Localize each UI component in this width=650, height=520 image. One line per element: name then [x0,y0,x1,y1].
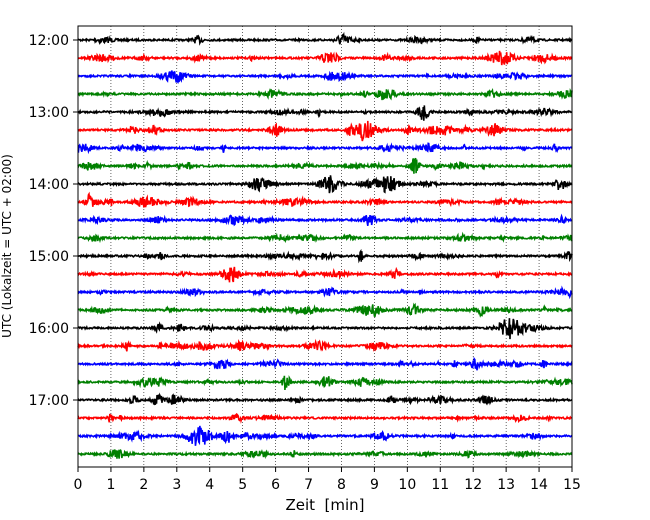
trace-19 [77,375,573,391]
x-tick-label: 10 [398,477,416,493]
seismogram-traces [77,31,573,460]
trace-0 [77,31,573,46]
trace-8 [77,175,573,194]
trace-14 [77,285,573,300]
x-axis-label: Zeit [min] [285,496,364,514]
x-tick-label: 2 [139,477,148,493]
x-tick-label: 14 [530,477,548,493]
x-tick-label: 5 [238,477,247,493]
trace-13 [77,266,573,283]
trace-10 [77,213,573,227]
y-axis: 12:00 13:00 14:00 15:00 16:00 17:00 [29,33,78,409]
trace-23 [77,449,573,460]
y-tick-label: 15:00 [29,249,69,265]
trace-15 [77,302,573,318]
y-tick-label: 17:00 [29,393,69,409]
trace-9 [77,191,573,208]
trace-22 [77,425,573,446]
x-tick-label: 0 [74,477,83,493]
trace-4 [77,105,573,121]
trace-6 [77,142,573,155]
trace-2 [77,70,573,84]
trace-20 [77,392,573,406]
trace-17 [77,338,573,353]
x-tick-label: 4 [205,477,214,493]
y-tick-label: 16:00 [29,321,69,337]
x-tick-label: 8 [337,477,346,493]
trace-7 [77,157,573,174]
plot-frame [77,25,573,468]
x-tick-label: 13 [497,477,515,493]
trace-21 [77,412,573,424]
trace-3 [77,88,573,101]
x-tick-label: 12 [464,477,482,493]
trace-16 [77,318,573,340]
y-tick-label: 14:00 [29,177,69,193]
trace-18 [77,356,573,371]
x-tick-label: 15 [563,477,581,493]
x-tick-label: 7 [304,477,313,493]
y-tick-label: 12:00 [29,33,69,49]
trace-1 [77,50,573,66]
y-tick-label: 13:00 [29,105,69,121]
trace-12 [77,248,573,264]
trace-5 [77,120,573,142]
trace-11 [77,231,573,244]
x-tick-label: 6 [271,477,280,493]
x-axis: 0 1 2 3 4 5 6 7 8 9 10 11 12 13 14 15 [74,467,581,493]
x-tick-label: 11 [431,477,449,493]
y-axis-label: UTC (Lokalzeit = UTC + 02:00) [0,154,14,338]
x-tick-label: 3 [172,477,181,493]
x-tick-label: 9 [370,477,379,493]
x-tick-label: 1 [106,477,115,493]
